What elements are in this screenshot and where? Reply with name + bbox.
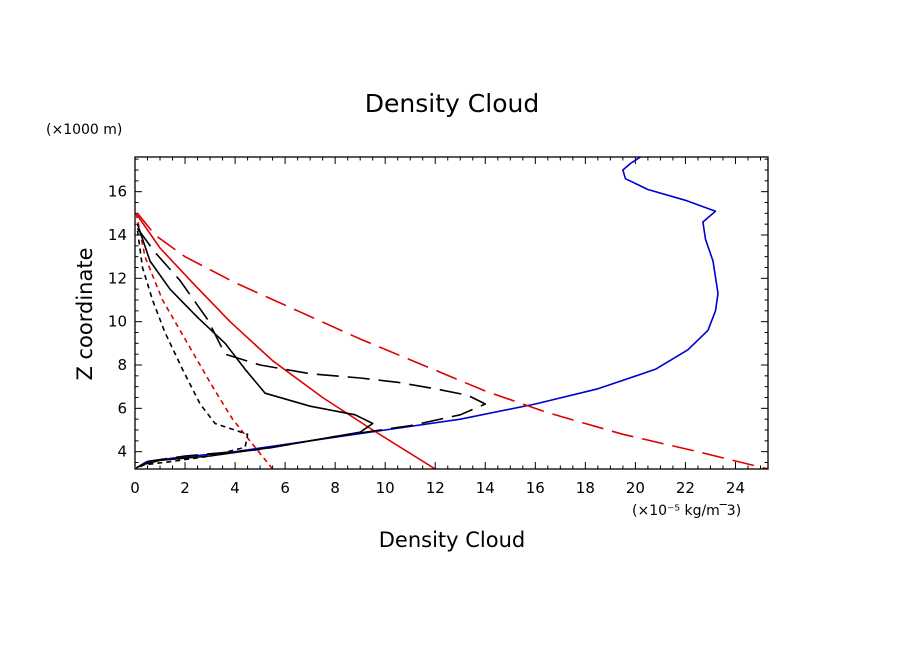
y-tick-label: 10 [108,313,127,331]
series-line-black-solid [135,223,374,469]
y-axis-label: Z coordinate [73,247,97,380]
x-tick-label: 6 [280,479,290,497]
x-tick-label: 4 [230,479,240,497]
y-tick-label: 4 [117,443,127,461]
x-tick-label: 16 [526,479,545,497]
y-tick-label: 8 [117,356,127,374]
series-line-black-short-dash [136,230,249,469]
x-tick-label: 14 [476,479,495,497]
x-tick-label: 20 [626,479,645,497]
x-tick-label: 8 [330,479,340,497]
series-layer [135,157,768,469]
series-line-red-long-dash [136,212,768,469]
x-tick-label: 2 [180,479,190,497]
x-tick-label: 22 [676,479,695,497]
y-tick-label: 16 [108,183,127,201]
y-tick-label: 12 [108,269,127,287]
series-line-red-solid [136,215,436,469]
series-line-red-short-dash [135,213,274,469]
x-axis-label: Density Cloud [379,528,526,552]
x-tick-label: 0 [130,479,140,497]
y-tick-label: 6 [117,399,127,417]
chart-title: Density Cloud [365,89,539,118]
x-unit-label: (×10⁻⁵ kg/m‾3) [632,503,741,519]
plot-frame [134,156,769,470]
y-unit-label: (×1000 m) [46,122,122,138]
x-tick-label: 12 [426,479,445,497]
x-tick-label: 10 [376,479,395,497]
x-tick-label: 24 [726,479,745,497]
x-tick-label: 18 [576,479,595,497]
y-tick-label: 14 [108,226,127,244]
